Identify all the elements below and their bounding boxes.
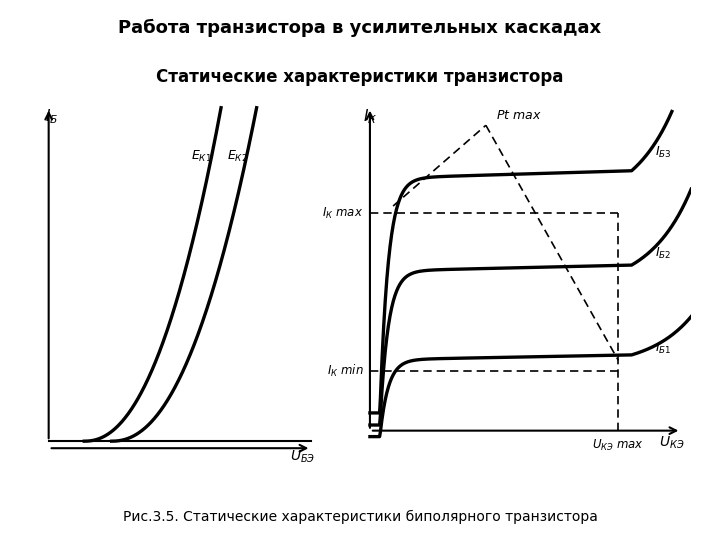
- Text: $I_К$ $min$: $I_К$ $min$: [327, 363, 364, 379]
- Text: Работа транзистора в усилительных каскадах: Работа транзистора в усилительных каскад…: [118, 19, 602, 37]
- Text: $U_{БЭ}$: $U_{БЭ}$: [290, 448, 316, 464]
- Text: $E_{К2}$: $E_{К2}$: [227, 150, 247, 165]
- Text: $Pt\ max$: $Pt\ max$: [496, 109, 541, 122]
- Text: $I_{Б1}$: $I_{Б1}$: [654, 341, 671, 356]
- Text: $I_К$ $max$: $I_К$ $max$: [323, 206, 364, 220]
- Text: $U_{КЭ}$: $U_{КЭ}$: [659, 434, 684, 450]
- Text: $I_Б$: $I_Б$: [45, 108, 58, 126]
- Text: $I_{Б2}$: $I_{Б2}$: [654, 246, 671, 261]
- Text: Статические характеристики транзистора: Статические характеристики транзистора: [156, 68, 564, 85]
- Text: $I_{Б3}$: $I_{Б3}$: [654, 145, 671, 160]
- Text: $I_К$: $I_К$: [364, 108, 378, 126]
- Text: $E_{К1}$: $E_{К1}$: [191, 150, 212, 165]
- Text: $U_{КЭ}$ $max$: $U_{КЭ}$ $max$: [593, 437, 644, 453]
- Text: Рис.3.5. Статические характеристики биполярного транзистора: Рис.3.5. Статические характеристики бипо…: [122, 510, 598, 524]
